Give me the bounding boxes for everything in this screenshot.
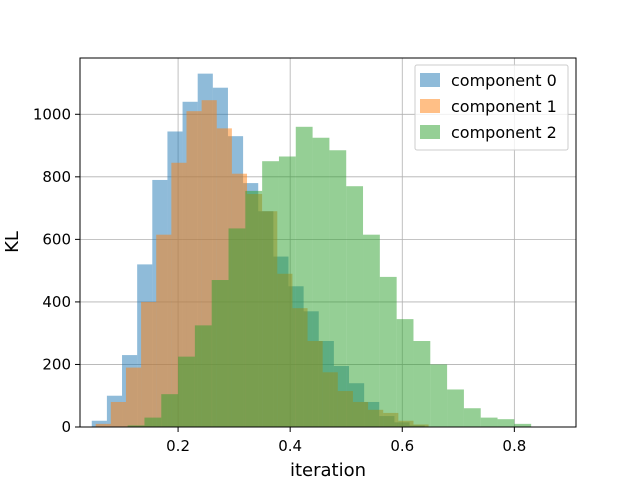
bar-component-2 — [228, 228, 246, 427]
bar-component-0 — [91, 420, 107, 427]
x-tick-label: 0.4 — [278, 437, 302, 455]
bar-component-2 — [363, 234, 380, 427]
bar-component-2 — [312, 137, 330, 428]
bar-component-1 — [110, 401, 126, 427]
bar-component-2 — [514, 423, 532, 427]
y-tick-label: 1000 — [33, 105, 71, 123]
x-tick-label: 0.8 — [502, 437, 526, 455]
bar-component-2 — [329, 150, 347, 427]
bar-component-2 — [278, 156, 296, 427]
bar-component-2 — [211, 280, 229, 427]
bar-component-2 — [161, 394, 179, 427]
y-tick-label: 400 — [42, 293, 71, 311]
x-tick-label: 0.6 — [390, 437, 414, 455]
bar-component-2 — [346, 186, 364, 427]
legend-label-component-2: component 2 — [451, 123, 557, 142]
y-tick-label: 0 — [61, 418, 71, 436]
bar-component-2 — [127, 425, 145, 427]
bar-component-2 — [396, 319, 414, 427]
bar-component-2 — [262, 161, 279, 427]
legend-label-component-1: component 1 — [451, 97, 557, 116]
x-axis-ticks: 0.2 0.4 0.6 0.8 — [166, 427, 526, 455]
bar-component-2 — [463, 408, 481, 427]
plot-area-frame — [79, 57, 577, 428]
legend-entries: component 0 component 1 component 2 — [420, 71, 557, 142]
y-axis-label: KL — [2, 231, 23, 253]
bar-component-1 — [141, 301, 157, 427]
y-tick-label: 600 — [42, 230, 71, 248]
x-tick-label: 0.2 — [166, 437, 190, 455]
y-tick-label: 800 — [42, 168, 71, 186]
legend-label-component-0: component 0 — [451, 71, 557, 90]
bar-component-2 — [194, 325, 212, 427]
legend-box — [414, 64, 569, 151]
bar-component-1 — [95, 423, 111, 427]
legend-swatch-component-2 — [420, 125, 440, 139]
histogram-bars — [91, 73, 532, 428]
bar-component-2 — [447, 389, 464, 427]
legend-swatch-component-0 — [420, 73, 440, 87]
bar-component-1 — [156, 234, 172, 427]
bar-component-1 — [125, 367, 142, 427]
bar-component-2 — [497, 419, 515, 427]
bar-component-2 — [379, 276, 397, 427]
bar-component-2 — [144, 417, 162, 427]
bar-component-2 — [430, 364, 448, 427]
y-tick-label: 200 — [42, 355, 71, 373]
legend-swatch-component-1 — [420, 99, 440, 113]
y-axis-ticks: 0 200 400 600 800 1000 — [33, 105, 80, 436]
bar-component-2 — [245, 190, 263, 427]
legend: component 0 component 1 component 2 — [414, 64, 569, 151]
bar-component-2 — [480, 417, 498, 427]
bar-component-2 — [295, 126, 313, 428]
x-axis-label: iteration — [290, 460, 366, 480]
bar-component-2 — [178, 356, 195, 427]
bar-component-2 — [413, 341, 431, 427]
